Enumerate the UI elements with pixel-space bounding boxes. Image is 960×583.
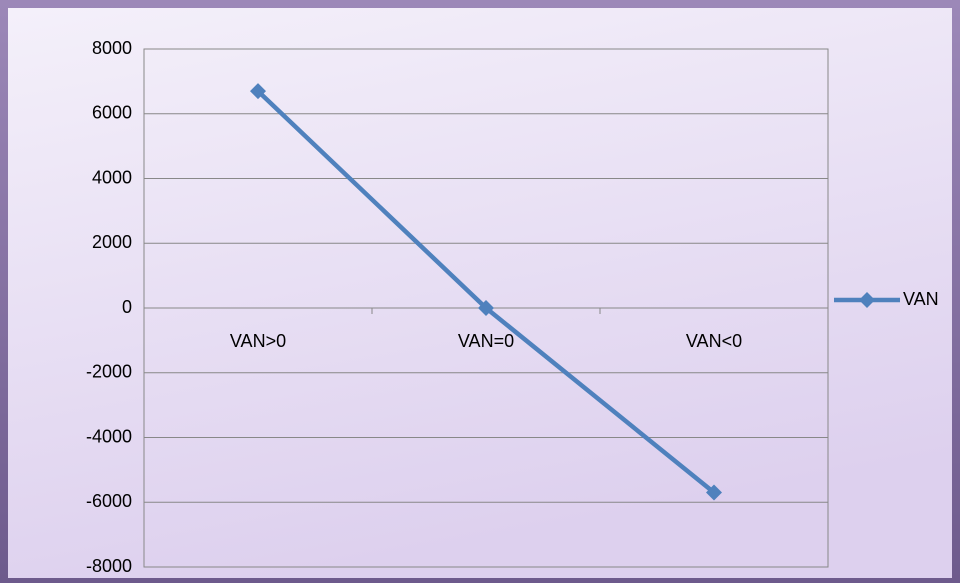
marker	[250, 83, 266, 100]
y-tick-label: -2000	[86, 362, 132, 382]
y-tick-label: 8000	[92, 38, 132, 58]
y-tick-label: 0	[122, 297, 132, 317]
y-tick-label: -8000	[86, 556, 132, 576]
x-tick-label: VAN>0	[230, 331, 286, 351]
marker	[478, 300, 494, 316]
plot: -8000 -6000 -4000 -2000 0 2000 4000 6000 8000 VAN…	[86, 38, 939, 576]
y-tick-label: -6000	[86, 491, 132, 511]
y-tick-label: 6000	[92, 103, 132, 123]
x-tick-label: VAN=0	[458, 331, 514, 351]
y-tick-label: -4000	[86, 426, 132, 446]
marker	[706, 484, 722, 501]
legend-label: VAN	[903, 289, 939, 309]
x-tick-label: VAN<0	[686, 331, 742, 351]
chart-area	[8, 8, 952, 578]
legend-marker	[859, 292, 875, 308]
y-tick-label: 4000	[92, 167, 132, 187]
y-tick-label: 2000	[92, 232, 132, 252]
